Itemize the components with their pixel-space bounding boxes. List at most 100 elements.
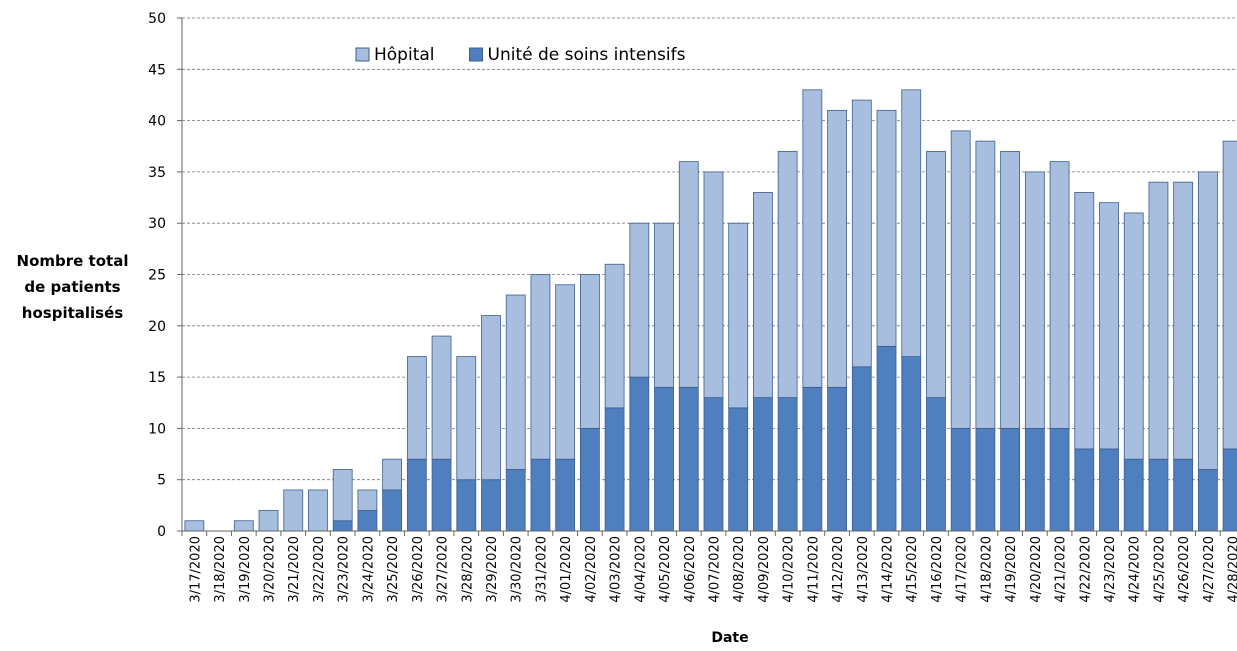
- bar-segment: [678, 386, 699, 532]
- bar-segment: [357, 489, 378, 511]
- bar-segment: [1222, 448, 1237, 532]
- bar-segment: [1123, 212, 1144, 460]
- y-tick-label: 20: [148, 319, 166, 335]
- bar-segment: [851, 99, 872, 368]
- x-tick-label: 4/19/2020: [1004, 536, 1019, 603]
- x-tick-label: 4/16/2020: [930, 536, 945, 603]
- x-tick-label: 3/17/2020: [188, 536, 203, 603]
- bar-segment: [1197, 469, 1218, 532]
- bar-segment: [926, 397, 946, 532]
- x-tick-label: 4/27/2020: [1202, 536, 1217, 603]
- bar-segment: [753, 397, 773, 532]
- y-tick-label: 35: [148, 165, 166, 181]
- y-tick-label: 30: [148, 216, 166, 232]
- bar-segment: [1222, 140, 1237, 450]
- x-tick-label: 3/23/2020: [337, 536, 352, 603]
- bar-segment: [777, 150, 798, 399]
- x-tick-label: 4/06/2020: [683, 536, 698, 603]
- bar-segment: [308, 489, 328, 532]
- x-tick-label: 4/25/2020: [1152, 536, 1167, 603]
- y-tick-label: 0: [157, 524, 166, 540]
- bar-segment: [728, 222, 749, 409]
- x-tick-label: 3/18/2020: [213, 536, 228, 603]
- bar-segment: [505, 294, 526, 470]
- x-tick-label: 3/28/2020: [460, 536, 475, 603]
- bar-segment: [876, 345, 897, 532]
- bar-segment: [431, 335, 452, 460]
- x-tick-label: 3/31/2020: [534, 536, 549, 603]
- x-tick-label: 3/22/2020: [312, 536, 327, 603]
- bar-segment: [1197, 171, 1218, 470]
- bar-segment: [382, 458, 403, 491]
- bar-segment: [332, 469, 353, 522]
- bar-segment: [802, 386, 823, 532]
- bar-segment: [382, 489, 403, 532]
- bar-segment: [258, 510, 279, 532]
- x-tick-label: 4/14/2020: [881, 536, 896, 603]
- bar-segment: [505, 469, 526, 532]
- bar-segment: [604, 407, 625, 532]
- bar-segment: [233, 520, 254, 532]
- x-tick-label: 3/26/2020: [411, 536, 426, 603]
- x-tick-label: 4/08/2020: [732, 536, 747, 603]
- x-tick-label: 3/20/2020: [263, 536, 278, 603]
- y-tick-label: 15: [148, 370, 166, 386]
- bar-segment: [827, 386, 847, 532]
- x-tick-label: 4/13/2020: [856, 536, 871, 603]
- bar-segment: [604, 263, 625, 409]
- bar-segment: [283, 489, 304, 532]
- bar-segment: [1173, 458, 1194, 532]
- x-tick-label: 4/10/2020: [782, 536, 797, 603]
- y-tick-label: 50: [148, 11, 166, 27]
- x-tick-label: 4/04/2020: [633, 536, 648, 603]
- bar-segment: [530, 458, 551, 532]
- bar-segment: [1049, 161, 1070, 429]
- y-tick-label: 40: [148, 114, 166, 130]
- legend-label: Unité de soins intensifs: [488, 45, 686, 65]
- bar-segment: [703, 397, 724, 532]
- x-tick-label: 4/09/2020: [757, 536, 772, 603]
- bar-segment: [827, 109, 847, 388]
- x-axis-label: Date: [711, 630, 748, 646]
- x-tick-label: 3/30/2020: [510, 536, 525, 603]
- bar-segment: [1000, 150, 1021, 429]
- bar-segment: [555, 458, 576, 532]
- bar-segment: [406, 356, 427, 460]
- bar-segment: [876, 109, 897, 347]
- x-tick-label: 3/21/2020: [287, 536, 302, 603]
- bar-segment: [1123, 458, 1144, 532]
- bar-segment: [1074, 192, 1095, 450]
- bar-segment: [579, 274, 600, 429]
- y-axis-label: Nombre total de patients hospitalisés: [16, 252, 129, 322]
- bar-segment: [579, 427, 600, 532]
- legend-swatch: [355, 47, 370, 62]
- bar-segment: [753, 192, 773, 399]
- x-tick-label: 4/03/2020: [609, 536, 624, 603]
- bar-segment: [975, 140, 996, 429]
- x-tick-label: 3/24/2020: [361, 536, 376, 603]
- x-tick-label: 4/23/2020: [1103, 536, 1118, 603]
- bar-segment: [481, 479, 501, 532]
- x-tick-label: 3/25/2020: [386, 536, 401, 603]
- bar-segment: [629, 222, 650, 378]
- bar-segment: [629, 376, 650, 532]
- x-tick-label: 4/01/2020: [559, 536, 574, 603]
- bar-segment: [950, 427, 971, 532]
- bar-segment: [1024, 427, 1045, 532]
- legend-label: Hôpital: [374, 45, 435, 65]
- y-tick-label: 25: [148, 268, 166, 284]
- bar-segment: [184, 520, 205, 532]
- bar-segment: [950, 130, 971, 429]
- bar-segment: [777, 397, 798, 532]
- bar-segment: [1148, 181, 1169, 460]
- x-tick-label: 4/18/2020: [979, 536, 994, 603]
- x-tick-label: 4/12/2020: [831, 536, 846, 603]
- bar-segment: [926, 150, 946, 399]
- bar-segment: [1173, 181, 1194, 460]
- x-tick-label: 4/21/2020: [1054, 536, 1069, 603]
- bar-segment: [1000, 427, 1021, 532]
- x-tick-label: 4/07/2020: [707, 536, 722, 603]
- bar-segment: [1024, 171, 1045, 429]
- bar-segment: [456, 356, 477, 481]
